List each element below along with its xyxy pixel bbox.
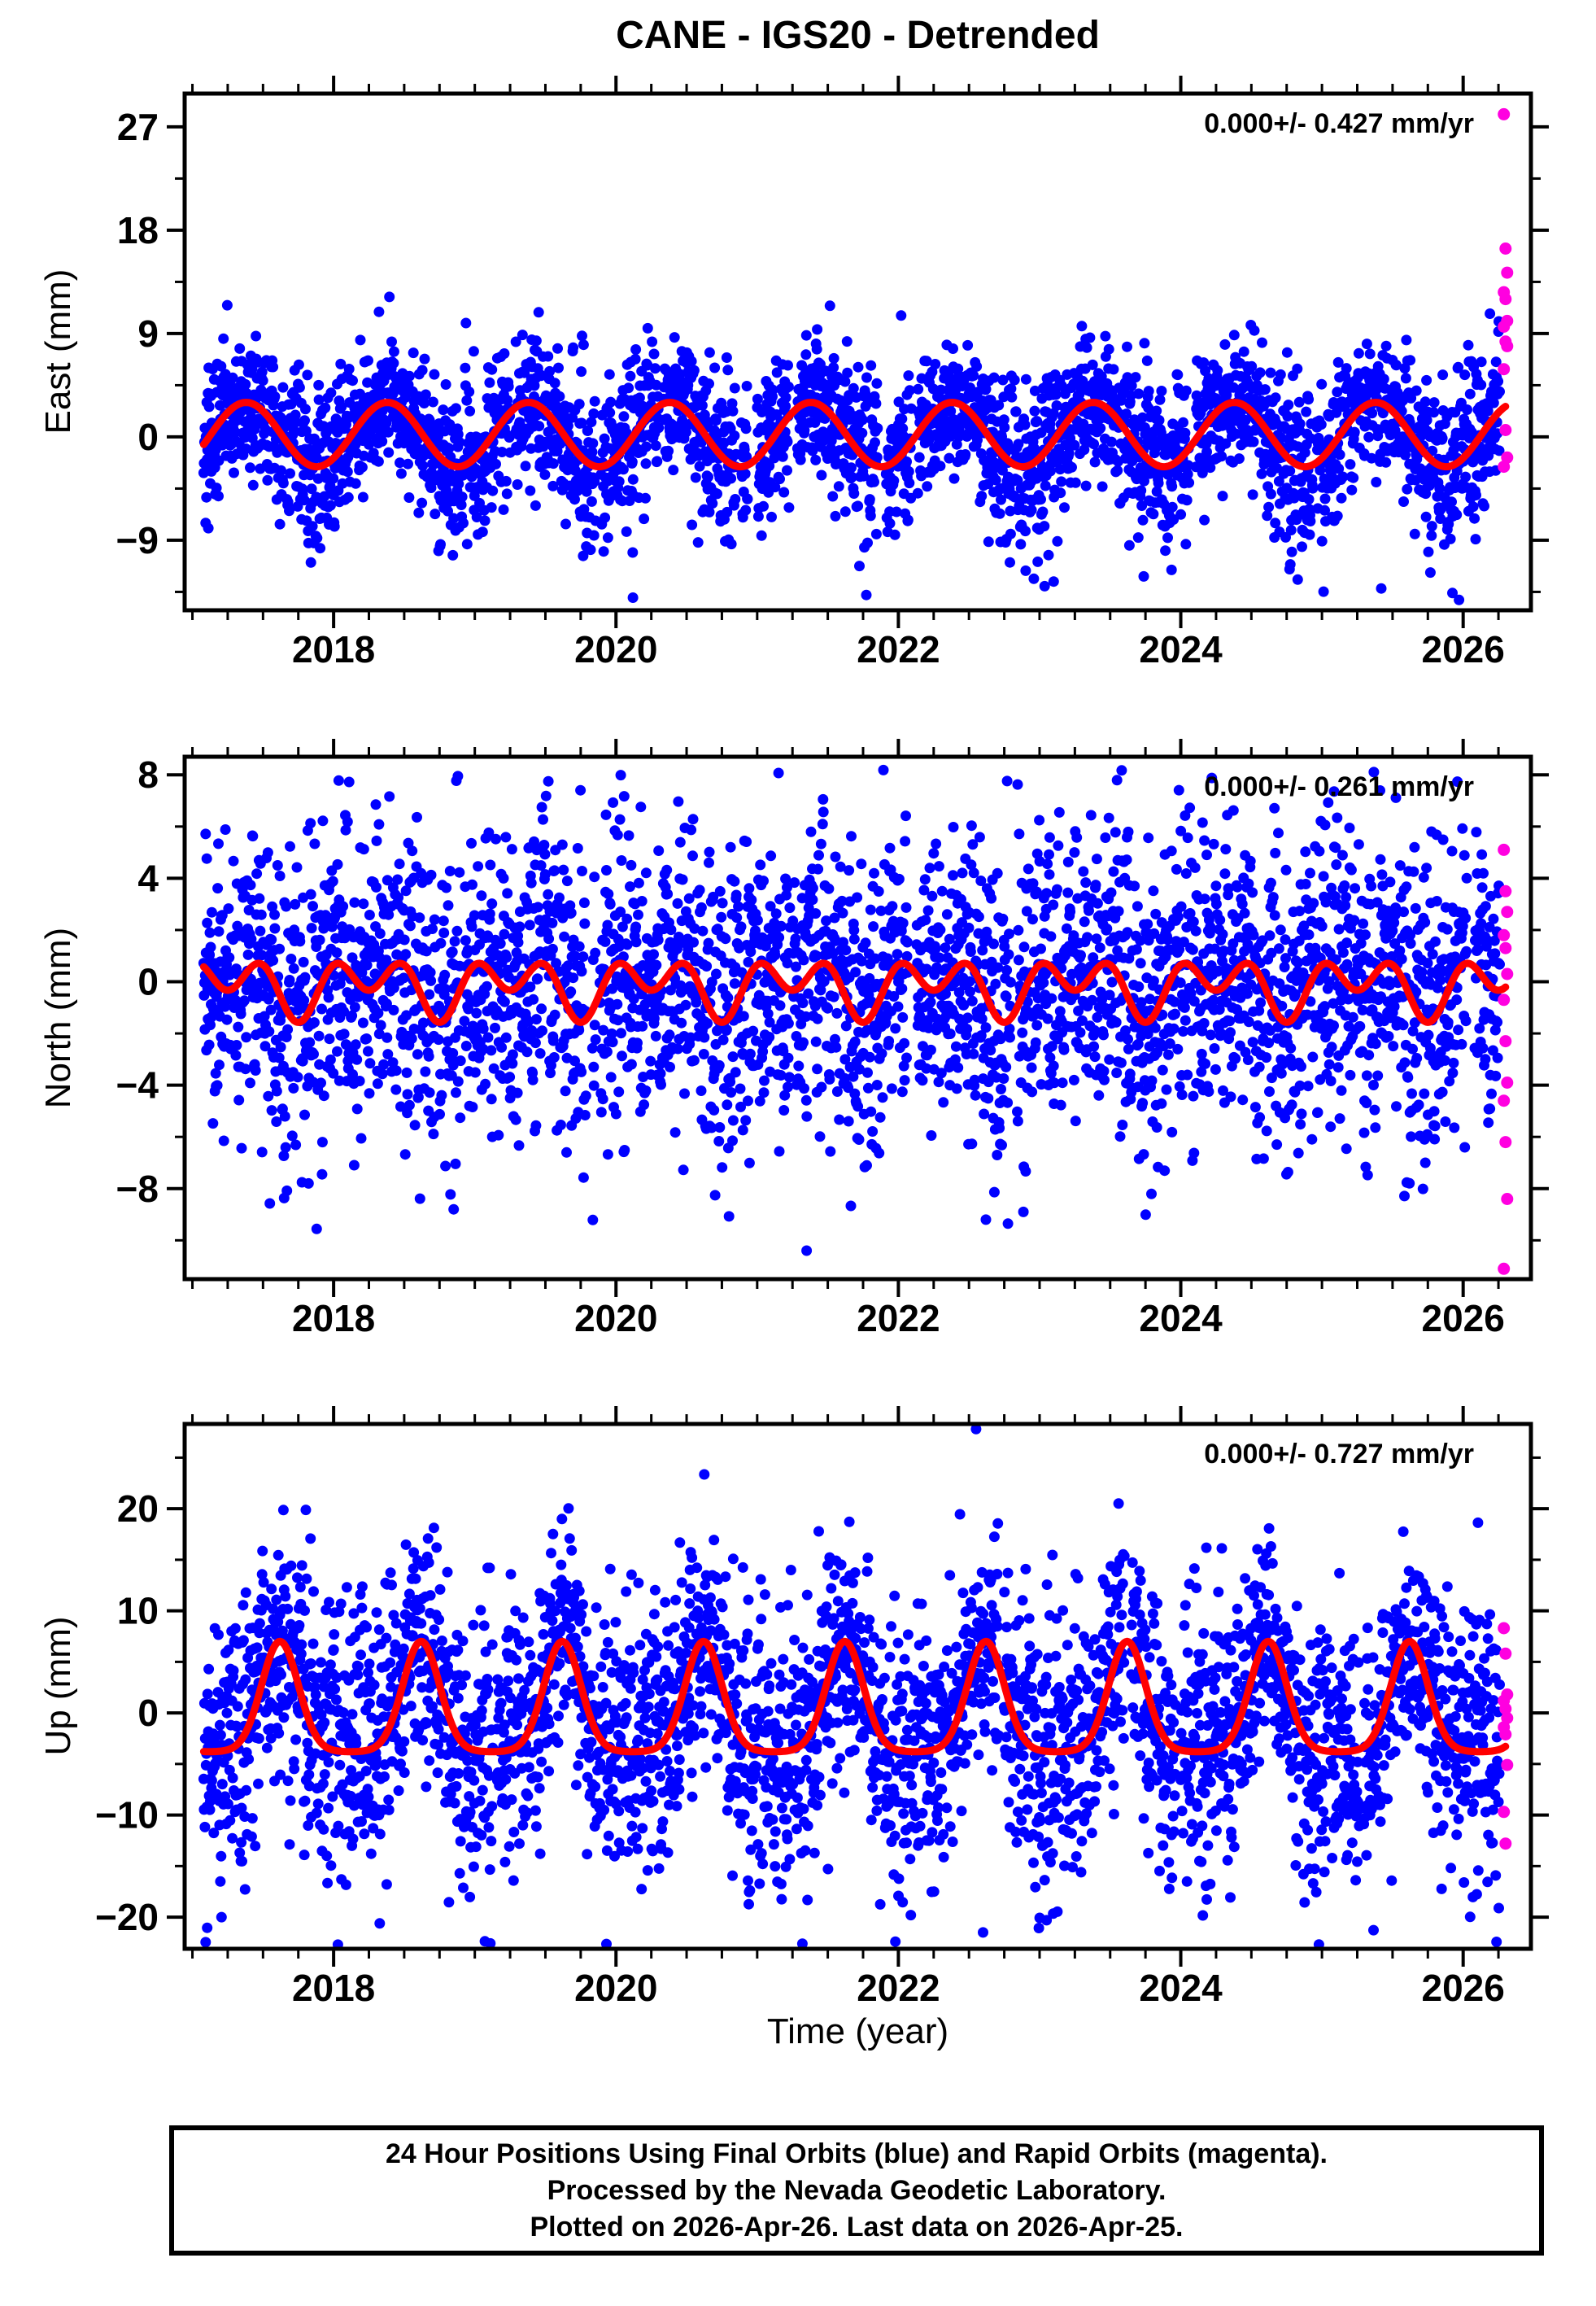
plot-frame (182, 91, 1533, 613)
y-tick-label: −9 (116, 519, 159, 561)
plot-frame (182, 1422, 1533, 1951)
east-axis-label: East (mm) (38, 269, 78, 435)
x-tick-label: 2020 (574, 1967, 657, 2009)
x-tick-label: 2018 (292, 628, 375, 670)
caption-line-orbits: 24 Hour Positions Using Final Orbits (bl… (386, 2138, 1328, 2169)
up-axis-label: Up (mm) (38, 1616, 78, 1756)
x-tick-label: 2026 (1422, 1967, 1505, 2009)
tick-labels: −20 −10 0 10 20 2018 2020 2022 2024 2026 (95, 1487, 1505, 2009)
x-tick-label: 2022 (857, 1967, 940, 2009)
x-tick-label: 2024 (1139, 1967, 1223, 2009)
x-tick-label: 2024 (1139, 1297, 1223, 1339)
y-tick-label: 9 (137, 312, 159, 355)
x-tick-label: 2020 (574, 628, 657, 670)
y-tick-label: 0 (137, 1692, 159, 1734)
rapid-orbit-points (1498, 843, 1514, 1275)
seasonal-fit-curve (199, 399, 1510, 471)
caption-line-processed: Processed by the Nevada Geodetic Laborat… (547, 2174, 1166, 2206)
y-tick-label: −10 (95, 1794, 159, 1837)
plot-frame (182, 754, 1533, 1282)
rapid-orbit-points (1498, 107, 1514, 474)
caption-line-plotted: Plotted on 2026-Apr-26. Last data on 202… (530, 2211, 1184, 2243)
rapid-orbit-points (1498, 1622, 1514, 1850)
y-tick-label: 0 (137, 961, 159, 1003)
y-tick-label: −8 (116, 1168, 159, 1210)
east-trend-annotation: 0.000+/- 0.427 mm/yr (1204, 108, 1474, 139)
y-tick-label: −20 (95, 1896, 159, 1938)
x-tick-label: 2018 (292, 1297, 375, 1339)
east-panel: −9 0 9 18 27 2018 2020 2022 2024 2026 (116, 76, 1549, 670)
x-tick-label: 2026 (1422, 1297, 1505, 1339)
y-tick-label: 8 (137, 753, 159, 796)
x-tick-label: 2026 (1422, 628, 1505, 670)
time-axis-label: Time (year) (766, 2011, 949, 2051)
north-axis-label: North (mm) (38, 927, 78, 1109)
final-orbit-points (198, 1424, 1505, 1949)
y-tick-label: 27 (117, 106, 159, 148)
north-panel: −8 −4 0 4 8 2018 2020 2022 2024 2026 (116, 739, 1549, 1339)
x-tick-label: 2024 (1139, 628, 1223, 670)
tick-labels: −8 −4 0 4 8 2018 2020 2022 2024 2026 (116, 753, 1505, 1339)
up-trend-annotation: 0.000+/- 0.727 mm/yr (1204, 1439, 1474, 1470)
y-tick-label: 18 (117, 209, 159, 251)
x-tick-label: 2018 (292, 1967, 375, 2009)
up-panel: −20 −10 0 10 20 2018 2020 2022 2024 2026 (95, 1406, 1549, 2009)
caption-box: 24 Hour Positions Using Final Orbits (bl… (169, 2125, 1544, 2256)
tick-labels: −9 0 9 18 27 2018 2020 2022 2024 2026 (116, 106, 1505, 670)
y-tick-label: −4 (116, 1064, 159, 1107)
x-tick-label: 2020 (574, 1297, 657, 1339)
north-trend-annotation: 0.000+/- 0.261 mm/yr (1204, 771, 1474, 802)
y-tick-label: 4 (137, 857, 159, 899)
page-title: CANE - IGS20 - Detrended (616, 14, 1100, 57)
y-tick-label: 10 (117, 1590, 159, 1632)
y-tick-label: 0 (137, 416, 159, 458)
x-tick-label: 2022 (857, 628, 940, 670)
axis-ticks (167, 76, 1549, 628)
y-tick-label: 20 (117, 1487, 159, 1530)
x-tick-label: 2022 (857, 1297, 940, 1339)
seasonal-fit-curve (199, 1637, 1510, 1756)
seasonal-fit-curve (199, 959, 1510, 1026)
